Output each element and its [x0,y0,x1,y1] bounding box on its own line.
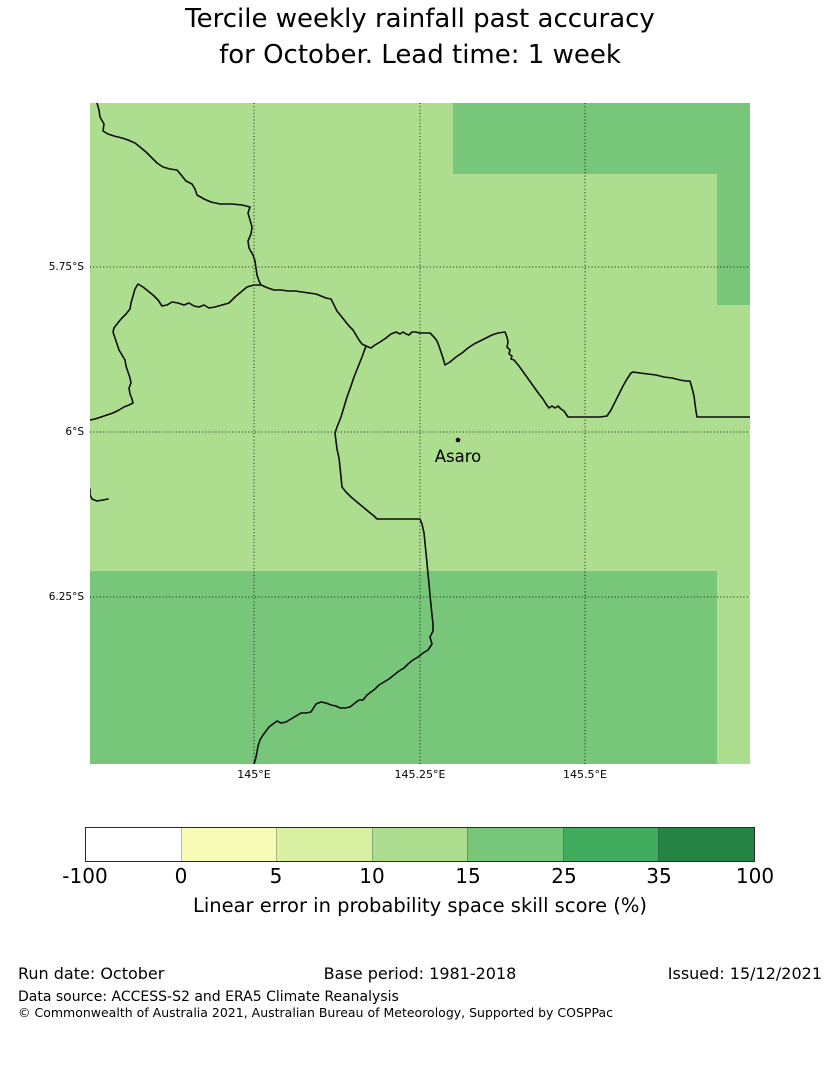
y-tick-5-75s: 5.75°S [48,261,84,273]
y-tick-6-25s: 6.25°S [48,591,84,603]
skill-region-north-east-band [453,103,750,174]
issued-date-text: Issued: 15/12/2021 [667,964,822,983]
colorbar-tick-10: 10 [359,864,385,888]
boundary-left-edge-hook [90,488,109,502]
data-source-text: Data source: ACCESS-S2 and ERA5 Climate … [18,989,399,1005]
city-label: Asaro [435,447,482,466]
title-line-1: Tercile weekly rainfall past accuracy [185,4,655,34]
boundary-northwest-river [96,103,262,286]
colorbar-label: Linear error in probability space skill … [192,894,648,917]
colorbar-segment-1 [86,828,181,861]
run-date-text: Run date: October [18,964,165,983]
boundary-lines [90,103,750,764]
colorbar-segment-4 [371,828,468,861]
colorbar-tick-25: 25 [551,864,577,888]
boundary-south-branch [253,345,434,764]
map-overlay: Asaro [90,103,750,764]
copyright-text: © Commonwealth of Australia 2021, Austra… [18,1005,613,1020]
colorbar-segment-6 [562,828,659,861]
city-marker-dot [455,437,461,443]
colorbar-segment-5 [467,828,563,861]
title-line-2: for October. Lead time: 1 week [219,40,621,70]
x-tick-145-5e: 145.5°E [563,768,607,781]
colorbar-tick-neg100: -100 [62,864,108,888]
colorbar-segment-3 [276,828,372,861]
x-tick-145e: 145°E [237,768,271,781]
y-tick-6s: 6°S [65,426,84,438]
colorbar-tick-5: 5 [269,864,283,888]
page-title: Tercile weekly rainfall past accuracy fo… [0,1,840,73]
base-period-text: Base period: 1981-2018 [323,964,517,983]
colorbar-tick-100: 100 [735,864,775,888]
colorbar-segment-2 [180,828,277,861]
map-canvas: Asaro [90,103,750,764]
colorbar-tick-0: 0 [174,864,188,888]
colorbar [85,827,755,862]
x-tick-145-25e: 145.25°E [394,768,446,781]
colorbar-tick-35: 35 [646,864,672,888]
boundary-west-branch [90,283,262,421]
colorbar-tick-15: 15 [455,864,481,888]
skill-region-east-strip [717,174,750,305]
boundary-northeast-branch [365,331,750,418]
graticule-gridlines [90,103,750,764]
boundary-central-ridge [260,284,367,347]
colorbar-segment-7 [658,828,755,861]
